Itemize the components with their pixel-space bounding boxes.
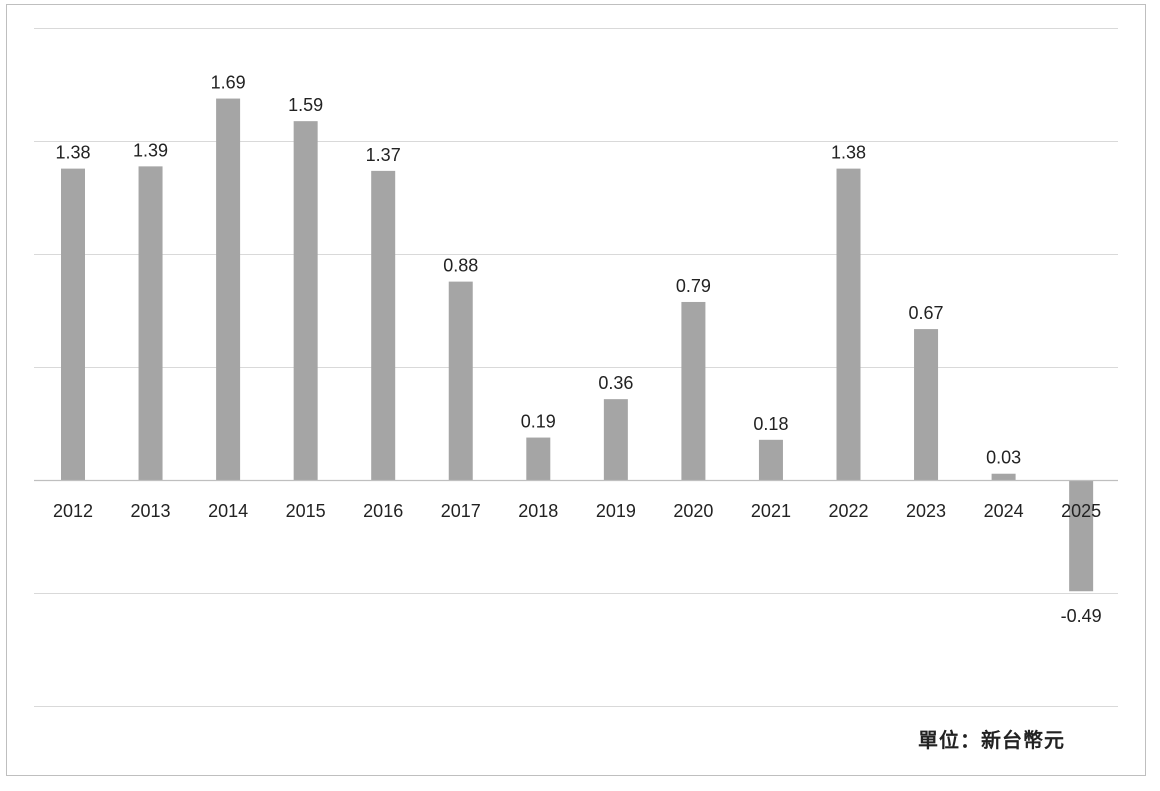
x-tick-label: 2015 <box>286 501 326 521</box>
data-label: -0.49 <box>1061 606 1102 626</box>
bar-2024 <box>991 473 1016 481</box>
x-tick-label: 2012 <box>53 501 93 521</box>
chart-frame <box>6 4 1146 776</box>
data-label: 1.59 <box>288 95 323 115</box>
data-label: 0.18 <box>753 414 788 434</box>
bar-2021 <box>758 439 783 481</box>
data-label: 0.03 <box>986 448 1021 468</box>
x-tick-label: 2022 <box>828 501 868 521</box>
x-tick-label: 2021 <box>751 501 791 521</box>
x-tick-label: 2025 <box>1061 501 1101 521</box>
data-label: 0.19 <box>521 412 556 432</box>
x-tick-label: 2020 <box>673 501 713 521</box>
bar-2016 <box>371 170 396 481</box>
bar-2025 <box>1069 480 1094 592</box>
x-tick-label: 2016 <box>363 501 403 521</box>
bar-2023 <box>914 329 939 481</box>
x-tick-label: 2018 <box>518 501 558 521</box>
data-label: 1.39 <box>133 140 168 160</box>
data-label: 0.79 <box>676 276 711 296</box>
data-label: 0.67 <box>909 303 944 323</box>
data-label: 0.36 <box>598 373 633 393</box>
data-label: 1.38 <box>831 143 866 163</box>
x-tick-label: 2013 <box>131 501 171 521</box>
data-label: 0.88 <box>443 256 478 276</box>
x-tick-label: 2019 <box>596 501 636 521</box>
bar-2017 <box>448 281 473 481</box>
x-tick-label: 2017 <box>441 501 481 521</box>
x-tick-label: 2014 <box>208 501 248 521</box>
bar-2019 <box>603 399 628 481</box>
data-label: 1.38 <box>55 143 90 163</box>
bar-2015 <box>293 121 318 481</box>
bar-2020 <box>681 301 706 481</box>
bar-2022 <box>836 168 861 481</box>
x-tick-label: 2024 <box>984 501 1024 521</box>
unit-note: 單位：新台幣元 <box>918 728 1065 752</box>
data-label: 1.37 <box>366 145 401 165</box>
x-tick-label: 2023 <box>906 501 946 521</box>
bar-2012 <box>61 168 85 481</box>
bar-2014 <box>216 98 241 481</box>
bar-2018 <box>526 437 551 481</box>
bar-2013 <box>138 166 163 481</box>
data-label: 1.69 <box>211 73 246 93</box>
